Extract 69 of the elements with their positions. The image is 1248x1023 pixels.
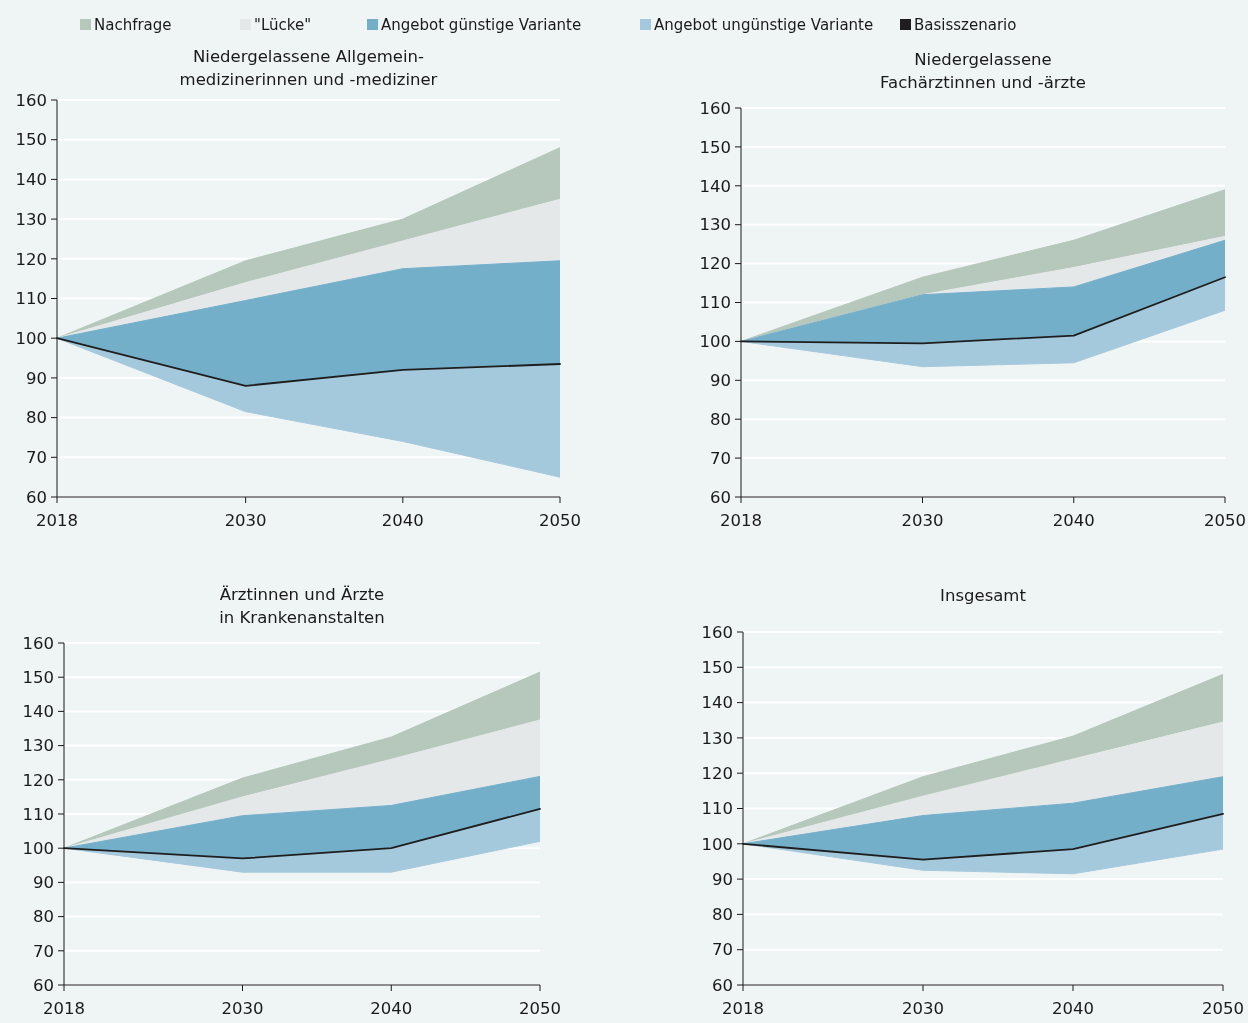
y-tick-label: 80	[712, 905, 733, 925]
y-tick-label: 70	[33, 941, 54, 961]
x-tick-label: 2040	[381, 511, 424, 530]
x-tick-label: 2040	[370, 999, 413, 1018]
y-tick-label: 140	[15, 170, 47, 190]
x-tick-label: 2040	[1052, 999, 1094, 1018]
y-tick-label: 70	[712, 940, 733, 960]
y-tick-label: 80	[33, 907, 54, 927]
y-tick-label: 160	[699, 98, 731, 118]
legend-label: "Lücke"	[254, 16, 312, 35]
y-tick-label: 150	[22, 667, 54, 687]
y-tick-label: 90	[26, 368, 47, 388]
y-tick-label: 150	[15, 130, 47, 150]
x-tick-label: 2050	[539, 511, 581, 530]
x-tick-label: 2050	[1204, 511, 1246, 530]
x-tick-label: 2030	[902, 999, 944, 1018]
chart-title: Ärztinnen und Ärzte in Krankenanstalten	[219, 585, 385, 627]
x-tick-label: 2050	[1202, 999, 1244, 1018]
y-tick-label: 130	[699, 215, 731, 235]
y-tick-label: 70	[26, 448, 47, 468]
y-tick-label: 60	[710, 487, 731, 507]
y-tick-label: 80	[26, 408, 47, 428]
y-tick-label: 140	[701, 693, 733, 713]
x-tick-label: 2018	[36, 511, 78, 530]
y-tick-label: 140	[699, 176, 731, 196]
y-tick-label: 110	[15, 289, 47, 309]
x-tick-label: 2018	[43, 999, 85, 1018]
y-tick-label: 120	[701, 763, 733, 783]
y-tick-label: 120	[699, 254, 731, 274]
y-tick-label: 100	[15, 328, 47, 348]
legend-label: Angebot günstige Variante	[381, 16, 582, 35]
legend-label: Nachfrage	[94, 16, 172, 35]
y-tick-label: 130	[22, 736, 54, 756]
y-tick-label: 90	[712, 869, 733, 889]
y-tick-label: 130	[15, 209, 47, 229]
x-tick-label: 2018	[720, 511, 762, 530]
legend-label: Angebot ungünstige Variante	[654, 16, 874, 35]
x-tick-label: 2018	[722, 999, 764, 1018]
y-tick-label: 60	[33, 975, 54, 995]
y-tick-label: 70	[710, 448, 731, 468]
y-tick-label: 90	[710, 371, 731, 391]
y-tick-label: 160	[22, 633, 54, 653]
y-tick-label: 150	[699, 137, 731, 157]
chart-title: Niedergelassene Allgemein- medizinerinnen und -mediziner	[179, 47, 438, 89]
y-tick-label: 140	[22, 702, 54, 722]
x-tick-label: 2040	[1052, 511, 1095, 530]
y-tick-label: 120	[15, 249, 47, 269]
y-tick-label: 100	[22, 838, 54, 858]
y-tick-label: 100	[699, 332, 731, 352]
y-tick-label: 110	[22, 804, 54, 824]
y-tick-label: 60	[26, 487, 47, 507]
y-tick-label: 90	[33, 873, 54, 893]
y-tick-label: 100	[701, 834, 733, 854]
legend-label: Basisszenario	[914, 16, 1017, 35]
y-tick-label: 150	[701, 658, 733, 678]
y-tick-label: 130	[701, 728, 733, 748]
x-tick-label: 2030	[221, 999, 264, 1018]
y-tick-label: 110	[701, 799, 733, 819]
y-tick-label: 160	[701, 622, 733, 642]
chart-title: Insgesamt	[940, 586, 1027, 605]
x-tick-label: 2030	[224, 511, 267, 530]
y-tick-label: 120	[22, 770, 54, 790]
x-tick-label: 2050	[519, 999, 561, 1018]
y-tick-label: 110	[699, 293, 731, 313]
chart-title: Niedergelassene Fachärztinnen und -ärzte	[880, 50, 1086, 92]
y-tick-label: 60	[712, 975, 733, 995]
y-tick-label: 80	[710, 409, 731, 429]
y-tick-label: 160	[15, 90, 47, 110]
x-tick-label: 2030	[901, 511, 944, 530]
